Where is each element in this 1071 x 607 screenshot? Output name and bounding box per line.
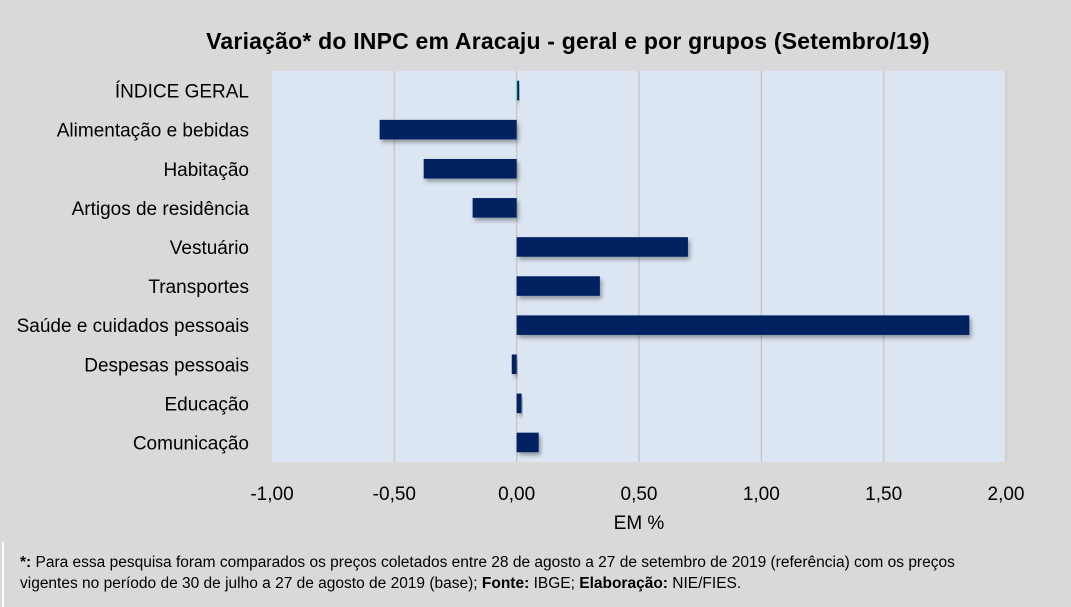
category-label: ÍNDICE GERAL	[115, 82, 249, 103]
category-label: Artigos de residência	[72, 199, 250, 220]
footnote: *: Para essa pesquisa foram comparados o…	[2, 542, 1071, 607]
category-label: Habitação	[163, 160, 249, 181]
bar	[516, 432, 539, 453]
bars	[379, 80, 970, 453]
x-tick-label: -0,50	[373, 484, 416, 505]
footnote-line-2: vigentes no período de 30 de julho a 27 …	[20, 573, 1071, 594]
bar-chart: ÍNDICE GERAL Alimentação e bebidas Habitaç…	[17, 71, 1024, 534]
category-label: Alimentação e bebidas	[57, 121, 249, 142]
category-label: Transportes	[148, 277, 249, 298]
bar	[516, 393, 522, 414]
footnote-text-2: vigentes no período de 30 de julho a 27 …	[20, 575, 482, 592]
bar	[423, 158, 517, 179]
category-labels: ÍNDICE GERAL Alimentação e bebidas Habitaç…	[17, 82, 250, 455]
category-label: Educação	[164, 394, 249, 415]
category-label: Comunicação	[133, 433, 249, 454]
x-tick-label: 0,50	[621, 484, 658, 505]
x-tick-label: 1,00	[743, 484, 780, 505]
x-tick-labels: -1,00 -0,50 0,00 0,50 1,00 1,50 2,00	[250, 484, 1024, 505]
x-tick-label: 0,00	[498, 484, 535, 505]
footnote-marker: *:	[20, 554, 32, 571]
bar	[516, 237, 688, 257]
bar	[511, 354, 517, 375]
source-label: Fonte:	[481, 575, 530, 592]
x-tick-label: 2,00	[988, 484, 1025, 505]
chart-title: Variação* do INPC em Aracaju - geral e p…	[206, 28, 930, 54]
footnote-text-1: Para essa pesquisa foram comparados os p…	[31, 554, 955, 571]
x-axis-title: EM %	[614, 513, 665, 534]
x-tick-label: 1,50	[865, 484, 902, 505]
x-tick-label: -1,00	[250, 484, 293, 505]
bar	[516, 80, 520, 101]
footnote-line-1: *: Para essa pesquisa foram comparados o…	[20, 552, 1071, 573]
author-label: Elaboração:	[579, 575, 668, 592]
author-value: NIE/FIES.	[667, 575, 742, 592]
bar	[516, 315, 970, 335]
category-label: Saúde e cuidados pessoais	[17, 316, 249, 337]
category-label: Despesas pessoais	[84, 355, 249, 376]
bar	[472, 198, 517, 218]
source-value: IBGE;	[529, 575, 580, 592]
bar	[379, 119, 517, 140]
bar-highlight	[515, 80, 518, 101]
bar	[516, 276, 600, 296]
category-label: Vestuário	[170, 238, 249, 259]
